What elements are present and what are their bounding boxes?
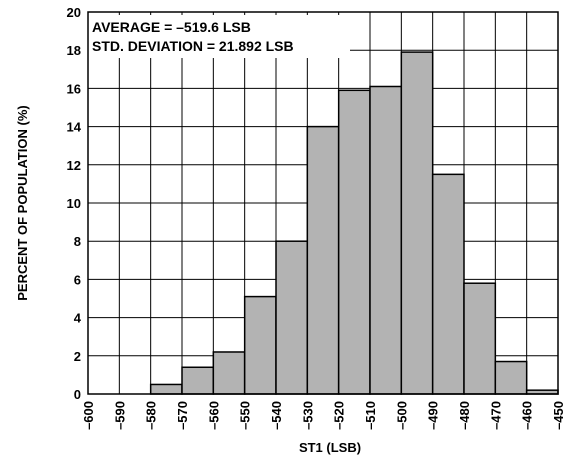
y-tick-label: 4 xyxy=(74,311,82,326)
x-tick-labels: –600 –590 –580 –570 –560 –550 –540 –530 –520 –510… xyxy=(81,401,566,430)
x-tick-label: –560 xyxy=(206,401,221,430)
y-tick-label: 0 xyxy=(74,387,81,402)
annotation-background xyxy=(88,15,350,58)
histogram-bar xyxy=(181,366,215,395)
histogram-bar xyxy=(463,282,497,395)
histogram-bar xyxy=(275,240,309,395)
histogram-bar xyxy=(337,89,371,395)
x-tick-label: –450 xyxy=(551,401,566,430)
histogram-bar xyxy=(369,85,403,395)
annotation-layer: AVERAGE = –519.6 LSB STD. DEVIATION = 21… xyxy=(88,15,350,58)
x-tick-label: –580 xyxy=(144,401,159,430)
y-tick-label: 10 xyxy=(67,196,81,211)
histogram-bar xyxy=(400,51,434,395)
histogram-bar xyxy=(243,295,277,395)
x-axis-title: ST1 (LSB) xyxy=(299,440,361,455)
y-tick-label: 2 xyxy=(74,349,81,364)
histogram-bar xyxy=(212,351,246,395)
x-tick-label: –490 xyxy=(426,401,441,430)
x-tick-label: –550 xyxy=(238,401,253,430)
y-tick-label: 12 xyxy=(67,158,81,173)
y-tick-label: 16 xyxy=(67,81,81,96)
y-tick-label: 20 xyxy=(67,5,81,20)
x-tick-label: –460 xyxy=(520,401,535,430)
x-tick-label: –530 xyxy=(300,401,315,430)
bars-layer xyxy=(149,51,559,395)
annotation-std-deviation: STD. DEVIATION = 21.892 LSB xyxy=(92,38,294,54)
x-tick-label: –470 xyxy=(488,401,503,430)
x-tick-label: –510 xyxy=(363,401,378,430)
y-tick-label: 8 xyxy=(74,234,81,249)
histogram-bar xyxy=(431,173,465,395)
histogram-bar xyxy=(149,383,183,395)
y-tick-labels: 0 2 4 6 8 10 12 14 16 18 20 xyxy=(67,5,82,402)
histogram-bar xyxy=(306,125,340,395)
x-tick-label: –600 xyxy=(81,401,96,430)
y-axis-title: PERCENT OF POPULATION (%) xyxy=(15,105,30,300)
x-tick-label: –520 xyxy=(332,401,347,430)
histogram-bar xyxy=(494,360,528,395)
x-tick-label: –570 xyxy=(175,401,190,430)
plot-frame xyxy=(87,11,559,395)
y-tick-label: 14 xyxy=(67,120,82,135)
x-tick-label: –540 xyxy=(269,401,284,430)
y-tick-label: 6 xyxy=(74,272,81,287)
x-tick-label: –480 xyxy=(457,401,472,430)
x-tick-label: –590 xyxy=(112,401,127,430)
x-tick-label: –500 xyxy=(394,401,409,430)
y-tick-label: 18 xyxy=(67,43,81,58)
annotation-average: AVERAGE = –519.6 LSB xyxy=(92,19,251,35)
